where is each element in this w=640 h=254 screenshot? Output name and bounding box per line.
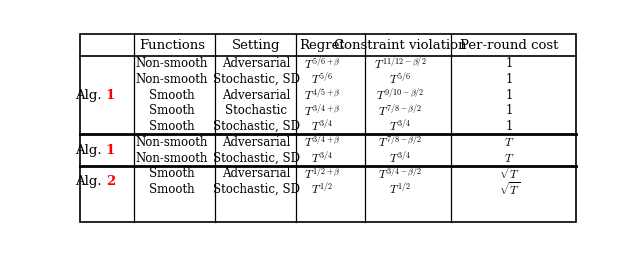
Text: $T^{4/5+\beta}$: $T^{4/5+\beta}$ [304,87,340,103]
Text: 1: 1 [506,57,513,70]
Text: Setting: Setting [232,39,280,52]
Text: $T^{7/8-\beta/2}$: $T^{7/8-\beta/2}$ [378,103,422,119]
Text: $\sqrt{T}$: $\sqrt{T}$ [499,181,520,198]
Text: $T^{3/4+\beta}$: $T^{3/4+\beta}$ [304,134,340,150]
Text: Stochastic, SD: Stochastic, SD [212,151,300,165]
Text: $T^{3/4}$: $T^{3/4}$ [311,150,333,166]
Text: Non-smooth: Non-smooth [136,57,208,70]
Text: $T^{5/6+\beta}$: $T^{5/6+\beta}$ [304,56,340,72]
Text: $T^{5/6}$: $T^{5/6}$ [389,71,411,88]
Text: $T^{7/8-\beta/2}$: $T^{7/8-\beta/2}$ [378,134,422,150]
Text: $T^{1/2+\beta}$: $T^{1/2+\beta}$ [304,166,340,182]
Text: $T^{3/4+\beta}$: $T^{3/4+\beta}$ [304,103,340,119]
Text: 1: 1 [106,144,115,157]
Text: $\sqrt{T}$: $\sqrt{T}$ [499,165,520,182]
Text: Adversarial: Adversarial [222,136,291,149]
Text: $T^{11/12-\beta/2}$: $T^{11/12-\beta/2}$ [374,56,426,72]
Text: Alg.: Alg. [75,144,106,157]
Text: 1: 1 [506,104,513,117]
Text: Adversarial: Adversarial [222,167,291,180]
Text: 1: 1 [506,120,513,133]
Text: Smooth: Smooth [149,183,195,196]
Text: $T$: $T$ [504,136,514,149]
Text: Adversarial: Adversarial [222,89,291,102]
Text: $T^{3/4}$: $T^{3/4}$ [388,119,411,135]
Text: $T^{1/2}$: $T^{1/2}$ [311,181,333,198]
Text: Constraint violation: Constraint violation [333,39,466,52]
Text: 1: 1 [506,89,513,102]
Text: Smooth: Smooth [149,89,195,102]
Text: $T^{3/4-\beta/2}$: $T^{3/4-\beta/2}$ [378,166,422,182]
Text: Stochastic, SD: Stochastic, SD [212,120,300,133]
Text: Smooth: Smooth [149,120,195,133]
Text: Regret: Regret [300,39,345,52]
Text: 1: 1 [106,89,115,102]
Text: Adversarial: Adversarial [222,57,291,70]
Text: Alg.: Alg. [75,175,106,188]
Text: Stochastic, SD: Stochastic, SD [212,183,300,196]
Text: Per-round cost: Per-round cost [460,39,558,52]
Text: Non-smooth: Non-smooth [136,151,208,165]
Text: Stochastic: Stochastic [225,104,287,117]
Text: $T^{9/10-\beta/2}$: $T^{9/10-\beta/2}$ [376,87,424,103]
Text: 2: 2 [106,175,115,188]
Text: $T^{3/4}$: $T^{3/4}$ [311,119,333,135]
Text: Non-smooth: Non-smooth [136,136,208,149]
Text: 1: 1 [506,73,513,86]
Text: $T^{3/4}$: $T^{3/4}$ [388,150,411,166]
Text: $T^{5/6}$: $T^{5/6}$ [311,71,333,88]
Text: Non-smooth: Non-smooth [136,73,208,86]
Text: Stochastic, SD: Stochastic, SD [212,73,300,86]
Text: Alg.: Alg. [75,89,106,102]
Text: Smooth: Smooth [149,167,195,180]
Text: $T^{1/2}$: $T^{1/2}$ [389,181,411,198]
Text: Functions: Functions [139,39,205,52]
Text: Smooth: Smooth [149,104,195,117]
Text: $T$: $T$ [504,151,514,165]
